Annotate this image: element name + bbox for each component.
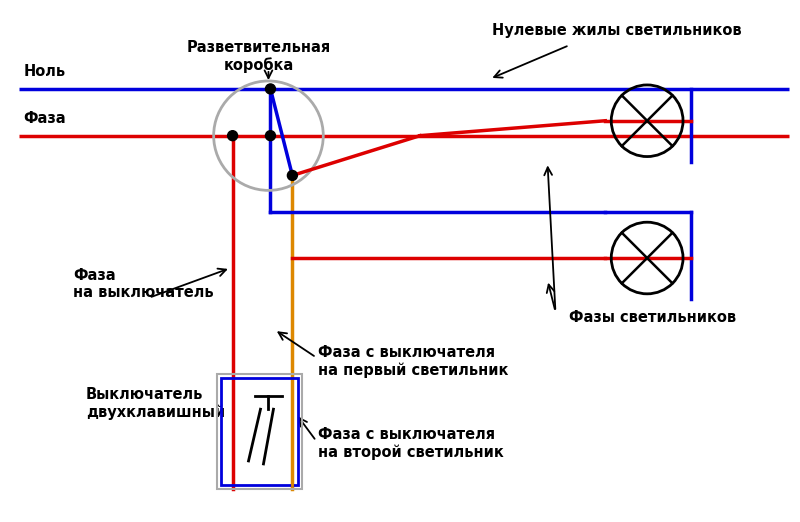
- Circle shape: [266, 84, 275, 94]
- Bar: [221, 378, 298, 485]
- Text: Фазы светильников: Фазы светильников: [570, 310, 737, 325]
- Circle shape: [287, 171, 298, 181]
- Text: Разветвительная
коробка: Разветвительная коробка: [186, 40, 330, 73]
- Text: Фаза с выключателя
на второй светильник: Фаза с выключателя на второй светильник: [318, 427, 504, 460]
- Bar: [217, 374, 302, 489]
- Text: Ноль: Ноль: [23, 64, 66, 79]
- Circle shape: [228, 130, 238, 140]
- Text: Фаза с выключателя
на первый светильник: Фаза с выключателя на первый светильник: [318, 345, 509, 377]
- Text: Фаза: Фаза: [23, 111, 66, 126]
- Circle shape: [266, 130, 275, 140]
- Text: Нулевые жилы светильников: Нулевые жилы светильников: [493, 23, 742, 38]
- Text: Фаза
на выключатель: Фаза на выключатель: [73, 268, 214, 300]
- Text: Выключатель
двухклавишный: Выключатель двухклавишный: [86, 387, 226, 420]
